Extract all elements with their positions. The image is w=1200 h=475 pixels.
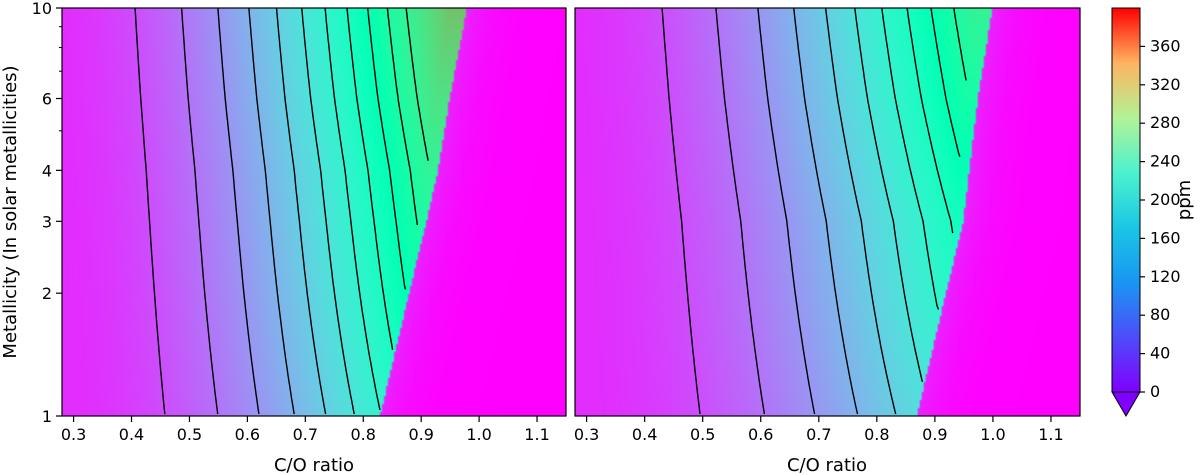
- right-contour-lines: [661, 8, 967, 415]
- y-tick-label: 1: [42, 407, 52, 426]
- contour-line-200: [367, 8, 407, 290]
- x-tick-label: 0.9: [922, 425, 947, 444]
- x-tick-label: 0.4: [632, 425, 657, 444]
- left-y-ticks: 1 2 3 4 6 10: [32, 0, 62, 426]
- right-panel: 0.3 0.4 0.5 0.6 0.7 0.8 0.9 1.0 1.1 C/O ratio: [574, 7, 1081, 475]
- contour-line-120: [824, 8, 897, 415]
- x-tick-label: 0.6: [235, 425, 260, 444]
- contour-line-40: [661, 8, 701, 415]
- colorbar-tick-label: 80: [1150, 305, 1170, 324]
- x-tick-label: 0.4: [119, 425, 144, 444]
- contour-line-100: [793, 8, 859, 415]
- contour-line-80: [757, 8, 816, 415]
- x-tick-label: 0.3: [61, 425, 86, 444]
- x-tick-label: 0.8: [351, 425, 376, 444]
- right-x-ticks: 0.3 0.4 0.5 0.6 0.7 0.8 0.9 1.0 1.1: [574, 416, 1064, 444]
- contour-line-180: [906, 8, 954, 234]
- contour-line-60: [180, 8, 219, 415]
- contour-line-80: [217, 8, 260, 415]
- y-axis-label: Metallicity (In solar metallicities): [0, 65, 21, 358]
- contour-line-40: [134, 8, 166, 415]
- colorbar-tick-label: 0: [1150, 382, 1160, 401]
- left-x-ticks: 0.3 0.4 0.5 0.6 0.7 0.8 0.9 1.0 1.1: [61, 416, 550, 444]
- contour-line-180: [346, 8, 394, 350]
- right-plot-frame: [574, 7, 1081, 417]
- contour-line-240: [405, 8, 429, 161]
- y-tick-label: 10: [32, 0, 52, 18]
- x-tick-label: 0.5: [177, 425, 202, 444]
- colorbar-tick-label: 120: [1150, 267, 1181, 286]
- contour-line-60: [715, 8, 766, 415]
- y-tick-label: 3: [42, 212, 52, 231]
- x-tick-label: 0.8: [864, 425, 889, 444]
- colorbar-tick-label: 280: [1150, 113, 1181, 132]
- left-panel: 0.3 0.4 0.5 0.6 0.7 0.8 0.9 1.0 1.1 1 2 3 4 6 10 C/O …: [0, 0, 567, 475]
- colorbar-tick-label: 40: [1150, 344, 1170, 363]
- x-tick-label: 0.6: [748, 425, 773, 444]
- x-tick-label: 1.1: [1038, 425, 1063, 444]
- contour-line-200: [930, 8, 961, 157]
- contour-line-220: [386, 8, 418, 226]
- colorbar-ticks: 0 40 80 120 160 200 240 280 320 360: [1140, 36, 1181, 401]
- colorbar: 0 40 80 120 160 200 240 280 320 360 ppm: [1111, 7, 1195, 417]
- colorbar-tick-label: 240: [1150, 152, 1181, 171]
- x-tick-label: 0.3: [574, 425, 599, 444]
- left-contour-lines: [134, 8, 429, 415]
- left-x-axis-label: C/O ratio: [274, 455, 354, 475]
- contour-line-140: [301, 8, 355, 415]
- colorbar-tick-label: 200: [1150, 190, 1181, 209]
- y-tick-label: 6: [42, 90, 52, 109]
- x-tick-label: 0.9: [408, 425, 433, 444]
- contour-line-220: [953, 8, 967, 81]
- left-heatmap: [62, 8, 566, 416]
- contour-line-120: [275, 8, 327, 415]
- x-tick-label: 1.0: [980, 425, 1005, 444]
- x-tick-label: 0.7: [293, 425, 318, 444]
- y-tick-label: 4: [42, 161, 52, 180]
- right-x-axis-label: C/O ratio: [787, 455, 867, 475]
- colorbar-tick-label: 160: [1150, 228, 1181, 247]
- contour-line-140: [854, 8, 924, 382]
- x-tick-label: 0.7: [806, 425, 831, 444]
- colorbar-min-extension: [1111, 391, 1141, 417]
- contour-line-100: [248, 8, 295, 415]
- x-tick-label: 0.5: [690, 425, 715, 444]
- contour-line-160: [324, 8, 381, 411]
- colorbar-tick-label: 320: [1150, 75, 1181, 94]
- x-tick-label: 1.0: [466, 425, 491, 444]
- colorbar-tick-label: 360: [1150, 36, 1181, 55]
- colorbar-label: ppm: [1174, 180, 1195, 220]
- x-tick-label: 1.1: [524, 425, 549, 444]
- colorbar-gradient: [1111, 7, 1141, 393]
- y-tick-label: 2: [42, 284, 52, 303]
- left-plot-frame: [61, 7, 567, 417]
- right-heatmap: [575, 8, 1080, 416]
- contour-line-160: [881, 8, 940, 310]
